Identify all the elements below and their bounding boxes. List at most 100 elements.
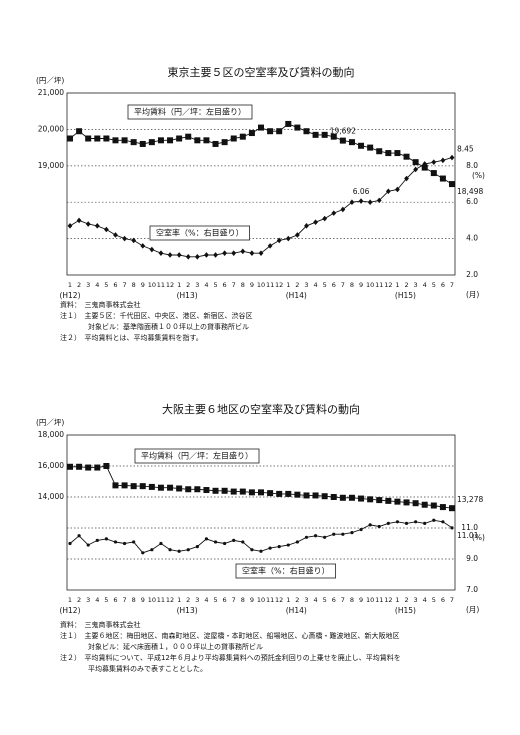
data-point — [221, 139, 228, 146]
data-point — [294, 491, 301, 498]
data-point — [158, 250, 164, 256]
data-point — [339, 137, 346, 144]
x-tick-label: 7 — [232, 281, 236, 289]
data-point — [240, 248, 246, 255]
data-point — [167, 137, 174, 144]
x-tick-label: 9 — [250, 281, 254, 289]
data-point — [267, 243, 273, 249]
data-point — [104, 537, 108, 541]
data-point — [294, 232, 300, 238]
data-point — [367, 199, 373, 205]
data-point — [330, 133, 337, 140]
series-line — [69, 519, 453, 554]
data-point — [395, 520, 400, 524]
x-tick-label: 8 — [241, 281, 245, 289]
x-tick-label: 6 — [223, 281, 227, 289]
x-tick-label: 3 — [414, 596, 418, 604]
x-tick-label: 2 — [295, 281, 299, 289]
data-point — [103, 226, 109, 233]
data-point — [295, 540, 299, 544]
data-point — [358, 495, 365, 502]
data-point — [204, 537, 209, 541]
data-point — [194, 137, 201, 144]
data-point — [285, 490, 292, 497]
year-label: (H12) — [59, 291, 80, 300]
data-point — [412, 500, 419, 507]
note: 資料： 三鬼商事株式会社 — [60, 300, 141, 309]
data-point — [376, 497, 383, 504]
data-point — [268, 546, 272, 550]
data-point — [423, 521, 427, 525]
data-point — [130, 139, 137, 146]
x-tick-label: 3 — [195, 596, 199, 604]
data-point — [321, 131, 328, 138]
data-point — [358, 142, 365, 149]
data-point — [348, 139, 355, 146]
data-point — [230, 488, 237, 495]
y-tick-label: 19,000 — [38, 161, 64, 170]
x-tick-label: 2 — [186, 281, 190, 289]
x-tick-label: 8 — [350, 281, 354, 289]
x-tick-label: 9 — [141, 281, 145, 289]
year-label: (H13) — [177, 291, 198, 300]
data-point — [421, 501, 428, 508]
data-point — [267, 490, 274, 497]
data-point — [68, 541, 72, 546]
data-point — [376, 148, 383, 155]
x-tick-label: 9 — [359, 596, 363, 604]
data-point — [185, 486, 192, 493]
data-point — [232, 538, 236, 543]
data-point — [139, 140, 146, 147]
data-point — [449, 154, 455, 161]
data-point — [313, 219, 318, 226]
x-tick-label: 1 — [395, 281, 399, 289]
x-tick-label: 4 — [204, 281, 208, 289]
series-label: 平均賃料（円／坪：左目盛り） — [141, 451, 253, 461]
data-point — [276, 237, 282, 244]
data-point — [141, 551, 145, 555]
x-tick-label: 4 — [95, 281, 99, 289]
data-point — [286, 543, 290, 547]
data-point — [313, 534, 318, 538]
x-unit: (月) — [466, 290, 479, 299]
data-point — [121, 482, 128, 489]
y-tick-label: 20,000 — [38, 124, 64, 133]
data-point — [323, 535, 327, 539]
data-point — [67, 135, 73, 142]
chart-title: 東京主要５区の空室率及び賃料の動向 — [168, 65, 355, 79]
data-point — [148, 139, 155, 146]
y-unit: (円／坪) — [36, 418, 64, 427]
data-point — [139, 483, 146, 490]
data-point — [322, 215, 328, 222]
x-tick-label: 2 — [186, 596, 190, 604]
data-point — [159, 541, 163, 546]
data-point — [130, 483, 137, 490]
data-point — [241, 540, 245, 544]
year-label: (H14) — [286, 291, 307, 300]
data-point — [221, 487, 228, 494]
data-point — [258, 250, 264, 256]
data-point — [276, 128, 283, 135]
x-tick-label: 5 — [213, 281, 217, 289]
x-tick-label: 2 — [404, 281, 408, 289]
x-tick-label: 4 — [314, 281, 318, 289]
data-point — [223, 541, 227, 546]
data-point — [113, 540, 118, 544]
x-tick-label: 12 — [166, 596, 174, 604]
y2-tick-label: 6.0 — [466, 197, 478, 206]
x-tick-label: 8 — [350, 596, 354, 604]
x-tick-label: 5 — [104, 281, 108, 289]
data-point — [440, 157, 446, 164]
x-tick-label: 2 — [404, 596, 408, 604]
note: 対象ビル：延べ床面積１，０００坪以上の貸事務所ビル — [60, 642, 263, 651]
x-tick-label: 6 — [441, 596, 445, 604]
x-tick-label: 12 — [384, 281, 392, 289]
label-box — [127, 104, 253, 120]
x-tick-label: 12 — [384, 596, 392, 604]
data-point — [176, 485, 183, 492]
data-point — [168, 548, 172, 552]
data-point — [131, 237, 137, 244]
data-point — [176, 135, 183, 142]
data-point — [194, 486, 201, 493]
data-label: 11.01 — [457, 531, 479, 540]
